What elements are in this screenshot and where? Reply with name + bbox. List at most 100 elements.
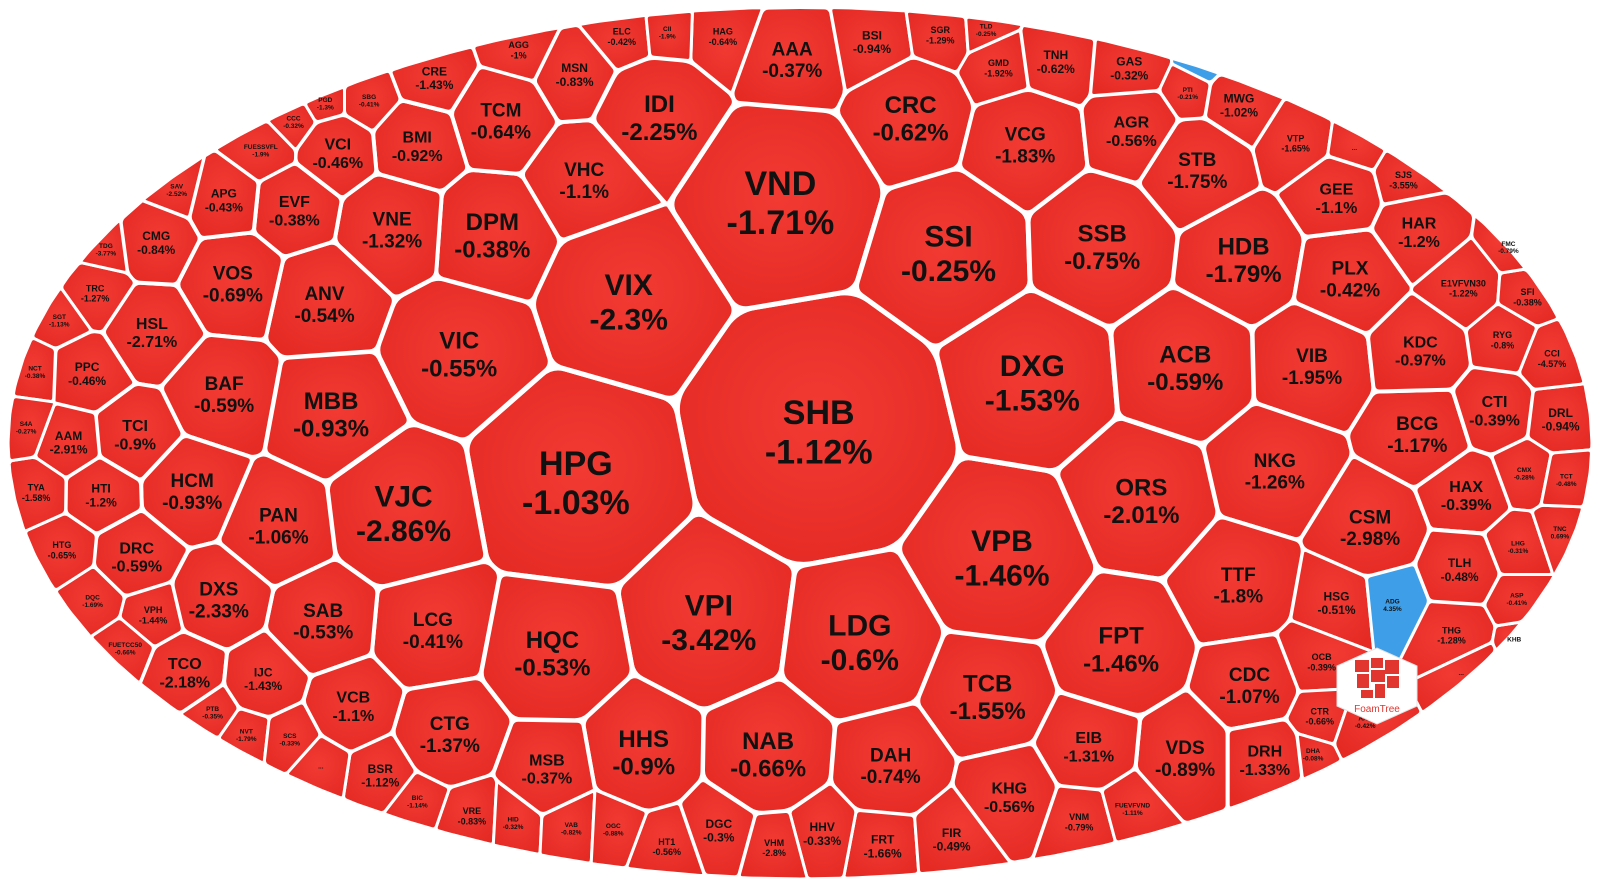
cell-fmc[interactable]	[1470, 215, 1526, 275]
cell-change: -0.51%	[1317, 603, 1355, 617]
cell-dgc[interactable]	[678, 778, 758, 880]
cell-change: -1.17%	[1387, 436, 1447, 457]
cell-blank[interactable]	[1170, 57, 1220, 84]
cell-ticker: HHV	[810, 820, 835, 834]
cell-change: -1.14%	[407, 802, 428, 809]
cell-sbg[interactable]	[343, 69, 402, 132]
cell-ticker: SCS	[283, 733, 297, 740]
cell-sfi[interactable]	[1496, 268, 1559, 328]
cell-pti[interactable]	[1158, 63, 1212, 121]
cell-change: -1.9%	[252, 151, 269, 158]
cell-ticker: HSG	[1323, 589, 1349, 603]
cell-change: -1.83%	[995, 147, 1055, 168]
cell-change: -1.9%	[659, 33, 676, 40]
cell-ticker: VIX	[605, 269, 653, 302]
cell-change: -1.46%	[954, 560, 1049, 593]
cell-hhv[interactable]	[788, 782, 858, 881]
cell-vab[interactable]	[538, 790, 597, 865]
cell-change: -0.62%	[873, 120, 949, 147]
cell-bsi[interactable]	[829, 6, 914, 92]
cell-ticker: KHB	[1507, 637, 1521, 644]
cell-vhm[interactable]	[737, 809, 809, 881]
cell-change: -2.01%	[1103, 502, 1179, 529]
cell-aaa[interactable]	[730, 5, 847, 113]
cell-ticker: HCM	[171, 471, 214, 492]
cell-more[interactable]	[1326, 120, 1387, 172]
cell-vnm[interactable]	[1032, 784, 1117, 861]
cell-ticker: EVF	[279, 194, 310, 211]
cell-change: -2.3%	[590, 304, 668, 337]
cell-hid[interactable]	[491, 781, 544, 856]
cell-nct[interactable]	[12, 337, 57, 403]
cell-ogc[interactable]	[589, 788, 648, 870]
cell-vtp[interactable]	[1251, 97, 1334, 195]
cell-agg[interactable]	[472, 26, 561, 82]
cell-change: -0.43%	[205, 201, 243, 215]
cell-ticker: ...	[1352, 145, 1358, 152]
cell-ticker: HID	[507, 817, 519, 824]
cell-tya[interactable]	[7, 455, 68, 533]
cell-ticker: TCB	[963, 671, 1012, 698]
cell-dqc[interactable]	[55, 565, 126, 639]
cell-change: 0.69%	[1551, 533, 1570, 540]
cell-change: -0.59%	[1147, 369, 1223, 396]
cell-change: 4.35%	[1383, 606, 1402, 613]
cell-ticker: DRL	[1548, 406, 1573, 420]
foamtree-badge[interactable]: FoamTree	[1336, 647, 1418, 725]
cell-trc[interactable]	[60, 261, 136, 334]
cell-change: -0.08%	[1303, 755, 1324, 762]
cell-dha[interactable]	[1295, 732, 1343, 780]
cell-apg[interactable]	[187, 148, 261, 240]
cell-bic[interactable]	[383, 771, 451, 831]
cell-frt[interactable]	[842, 809, 921, 880]
cell-change: -2.86%	[356, 515, 451, 548]
cell-scs[interactable]	[262, 701, 322, 775]
cell-ticker: SBG	[362, 94, 376, 101]
cell-tdg[interactable]	[79, 219, 129, 274]
cell-ticker: HTI	[91, 482, 110, 496]
cell-change: -1.06%	[248, 528, 308, 549]
cell-sav[interactable]	[142, 155, 206, 219]
cell-more[interactable]	[285, 735, 352, 800]
cell-ticker: TNH	[1043, 48, 1068, 62]
cell-tld[interactable]	[964, 15, 1024, 54]
cell-ptb[interactable]	[180, 684, 240, 739]
foamtree-logo-icon	[1355, 658, 1399, 698]
cell-fir[interactable]	[913, 784, 1012, 876]
cell-change: -1.26%	[1245, 473, 1305, 494]
cell-drl[interactable]	[1526, 382, 1594, 455]
cell-fuetcc50[interactable]	[90, 617, 155, 684]
cell-ticker: CMG	[142, 229, 170, 243]
cell-cii[interactable]	[644, 9, 694, 62]
cell-ht1[interactable]	[625, 802, 706, 878]
cell-ticker: ASP	[1510, 593, 1524, 600]
cell-nvt[interactable]	[217, 707, 271, 764]
cell-khg[interactable]	[950, 742, 1059, 865]
cell-tct[interactable]	[1540, 448, 1593, 509]
cell-ticker: TCM	[480, 101, 521, 122]
cell-ticker: VCG	[1005, 125, 1046, 146]
cell-ticker: HAR	[1402, 216, 1437, 233]
cell-change: -0.56%	[653, 847, 682, 857]
cell-ticker: PTB	[206, 706, 219, 713]
cell-cci[interactable]	[1518, 318, 1586, 391]
cell-s4a[interactable]	[6, 395, 57, 462]
cell-change: -0.32%	[503, 824, 524, 831]
cell-change: -1.02%	[1220, 105, 1258, 119]
cell-ticker: IDI	[644, 91, 675, 118]
cell-ticker: TRC	[86, 283, 105, 293]
cell-ticker: AAA	[772, 39, 813, 60]
cell-sjs[interactable]	[1372, 149, 1447, 206]
cell-ticker: EIB	[1075, 730, 1102, 747]
cell-sgt[interactable]	[31, 287, 92, 350]
cell-ticker: VCB	[336, 690, 370, 707]
cell-asp[interactable]	[1483, 573, 1556, 627]
cell-hag[interactable]	[689, 6, 764, 94]
cell-elc[interactable]	[578, 13, 652, 71]
cell-change: -0.9%	[612, 753, 675, 780]
cell-msn[interactable]	[532, 23, 618, 125]
cell-change: -0.48%	[1556, 481, 1577, 488]
cell-ticker: FMC	[1501, 241, 1515, 248]
cell-change: -0.53%	[293, 623, 353, 644]
cell-fuevfvnd[interactable]	[1100, 768, 1185, 844]
